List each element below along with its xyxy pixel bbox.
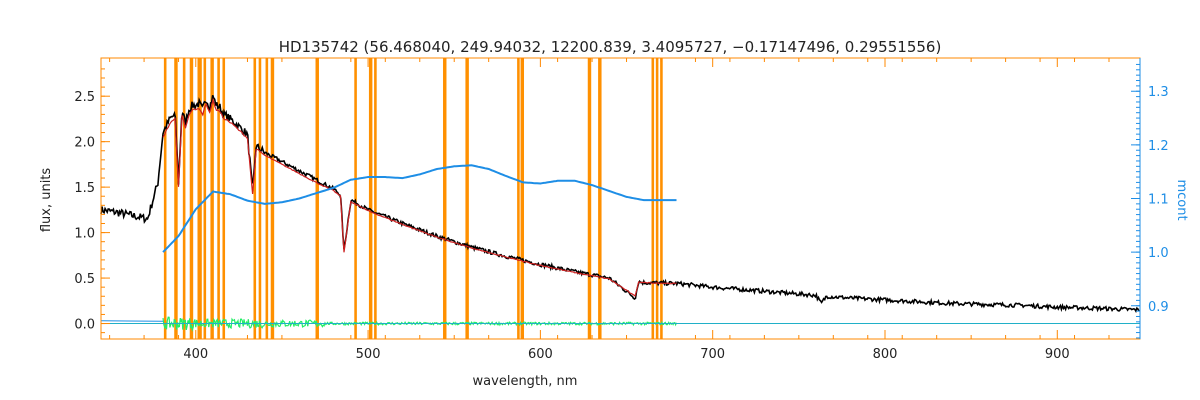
masked-region-18 <box>465 58 469 339</box>
masked-region-25 <box>660 58 663 339</box>
x-tick-label-5: 900 <box>1045 347 1070 362</box>
x-tick-label-3: 700 <box>700 347 725 362</box>
masked-region-10 <box>258 58 262 339</box>
masked-region-19 <box>517 58 520 339</box>
masked-region-3 <box>189 58 194 339</box>
masked-region-17 <box>443 58 447 339</box>
plot-frame <box>100 57 1141 340</box>
y-tick-label-0: 0.0 <box>74 318 95 333</box>
masked-region-2 <box>182 58 186 339</box>
y2-tick-label-2: 1.1 <box>1148 193 1169 208</box>
masked-region-24 <box>655 58 659 339</box>
series-model <box>162 97 677 297</box>
chart-title: HD135742 (56.468040, 249.94032, 12200.83… <box>279 38 942 56</box>
masked-region-23 <box>651 58 655 339</box>
y-axis-label: flux, units <box>39 168 54 233</box>
masked-region-9 <box>253 58 257 339</box>
masked-region-7 <box>217 58 220 339</box>
masked-region-5 <box>203 58 207 339</box>
masked-region-15 <box>368 58 373 339</box>
y2-tick-label-0: 0.9 <box>1148 300 1169 315</box>
masked-region-14 <box>354 58 357 339</box>
masked-region-6 <box>210 58 214 339</box>
masked-region-8 <box>222 58 226 339</box>
y2-tick-label-1: 1.0 <box>1148 246 1169 261</box>
masked-region-16 <box>374 58 377 339</box>
y-tick-label-2: 1.0 <box>74 227 95 242</box>
masked-region-21 <box>587 58 592 339</box>
y2-axis-label: mcont <box>1174 179 1189 220</box>
series-mcont <box>162 164 677 253</box>
x-tick-label-4: 800 <box>873 347 898 362</box>
masked-region-13 <box>315 58 319 339</box>
y-tick-label-3: 1.5 <box>74 181 95 196</box>
masked-region-12 <box>270 58 275 339</box>
x-tick-label-1: 500 <box>356 347 381 362</box>
y-tick-label-1: 0.5 <box>74 272 95 287</box>
y-tick-label-5: 2.5 <box>74 90 95 105</box>
masked-region-4 <box>197 58 202 339</box>
y-tick-label-4: 2.0 <box>74 136 95 151</box>
masked-region-22 <box>598 58 602 339</box>
y2-tick-label-4: 1.3 <box>1148 85 1169 100</box>
masked-region-20 <box>520 58 525 339</box>
masked-region-1 <box>174 58 178 339</box>
series-mcont-extension <box>100 320 164 322</box>
x-axis-label: wavelength, nm <box>473 374 578 389</box>
x-tick-label-2: 600 <box>528 347 553 362</box>
series-residual <box>162 316 678 332</box>
masked-region-11 <box>265 58 269 339</box>
masked-region-0 <box>163 58 167 339</box>
x-tick-label-0: 400 <box>183 347 208 362</box>
plot-area: 400 500 600 700 800 900 0.0 0.5 1.0 1.5 2.0 2.5 0.9 1… <box>74 57 1169 362</box>
y2-tick-label-3: 1.2 <box>1148 139 1169 154</box>
